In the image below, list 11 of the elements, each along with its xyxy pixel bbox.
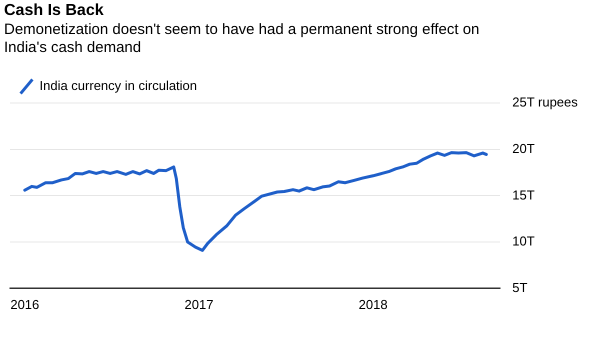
y-tick-label: 5T (512, 280, 528, 295)
x-tick-label: 2018 (358, 296, 388, 312)
y-tick-label: 20T (512, 140, 535, 156)
chart-subtitle: Demonetization doesn't seem to have had a permanent strong effect on India's cash demand (4, 21, 480, 57)
y-tick-label: 25T rupees (512, 94, 578, 110)
y-tick-label: 10T (512, 234, 535, 249)
y-tick-label: 15T (512, 187, 535, 202)
x-tick-label: 2016 (10, 296, 40, 312)
chart-title: Cash Is Back (4, 2, 104, 20)
legend-label: India currency in circulation (40, 78, 198, 94)
x-tick-label: 2017 (184, 296, 214, 312)
